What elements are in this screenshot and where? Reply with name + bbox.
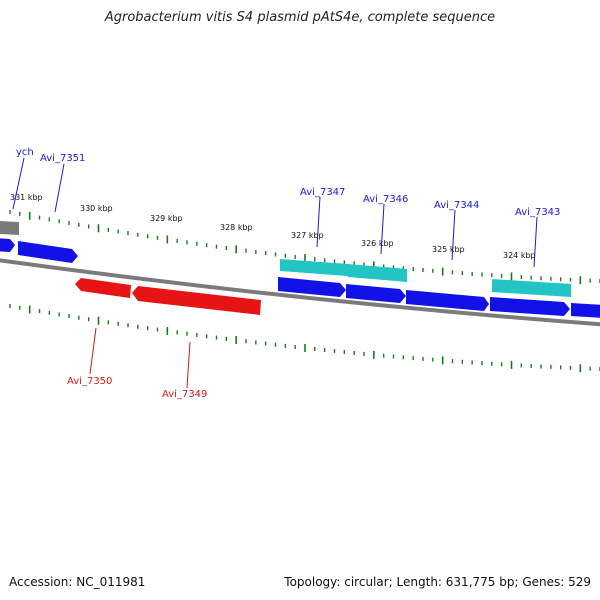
sequence-summary: Topology: circular; Length: 631,775 bp; … [284, 575, 591, 589]
accession-text: Accession: NC_011981 [9, 575, 146, 589]
tick-label-327: 327 kbp [291, 231, 324, 240]
gene-reverse-avi-7349[interactable] [132, 286, 261, 315]
upper-tick-row [9, 210, 600, 285]
reverse-genes [75, 278, 261, 315]
leader-avi-7349 [186, 341, 191, 389]
gene-forward-left-edge[interactable] [0, 238, 15, 252]
gene-forward-avi-7346[interactable] [346, 284, 406, 303]
gene-label-avi-7347[interactable]: Avi_7347 [300, 187, 345, 198]
leader-avi-7343 [533, 216, 538, 268]
map-title: Agrobacterium vitis S4 plasmid pAtS4e, c… [104, 10, 496, 25]
gene-label-ych[interactable]: ych [16, 147, 34, 158]
leader-avi-7344 [451, 209, 456, 261]
gene-rna-avi-7346[interactable] [348, 264, 407, 282]
tick-label-331: 331 kbp [10, 193, 43, 202]
gene-label-avi-7350[interactable]: Avi_7350 [67, 376, 112, 387]
tick-label-325: 325 kbp [432, 245, 465, 254]
label-leaders [12, 157, 538, 389]
gene-rna-avi-7347[interactable] [280, 259, 348, 276]
gene-reverse-avi-7350[interactable] [75, 278, 131, 298]
gene-forward-avi-7343[interactable] [490, 297, 570, 316]
gene-label-avi-7346[interactable]: Avi_7346 [363, 194, 408, 205]
gene-label-avi-7351[interactable]: Avi_7351 [40, 153, 85, 164]
gene-labels: ych Avi_7351 Avi_7347 Avi_7346 Avi_7344 … [16, 147, 560, 400]
leader-avi-7350 [89, 327, 97, 375]
tick-label-328: 328 kbp [220, 223, 253, 232]
gene-rna-avi-7343[interactable] [492, 279, 571, 297]
leader-avi-7347 [316, 196, 321, 248]
gene-forward-right-edge[interactable] [571, 303, 600, 318]
gene-label-avi-7349[interactable]: Avi_7349 [162, 389, 207, 400]
gene-label-avi-7344[interactable]: Avi_7344 [434, 200, 479, 211]
gene-other-ych[interactable] [0, 221, 19, 235]
leader-ych [12, 157, 25, 210]
plasmid-backbone [0, 258, 600, 327]
tick-label-326: 326 kbp [361, 239, 394, 248]
leader-avi-7351 [54, 163, 65, 213]
leader-avi-7346 [380, 203, 385, 255]
tick-label-324: 324 kbp [503, 251, 536, 260]
gene-forward-avi-7347[interactable] [278, 277, 346, 297]
tick-label-329: 329 kbp [150, 214, 183, 223]
gene-forward-avi-7351[interactable] [18, 241, 78, 263]
rna-genes [0, 221, 571, 297]
gene-label-avi-7343[interactable]: Avi_7343 [515, 207, 560, 218]
lower-tick-row [9, 304, 600, 373]
scale-labels: 331 kbp 330 kbp 329 kbp 328 kbp 327 kbp … [10, 193, 536, 260]
gene-forward-avi-7344[interactable] [406, 290, 489, 311]
tick-label-330: 330 kbp [80, 204, 113, 213]
forward-genes [0, 238, 600, 318]
